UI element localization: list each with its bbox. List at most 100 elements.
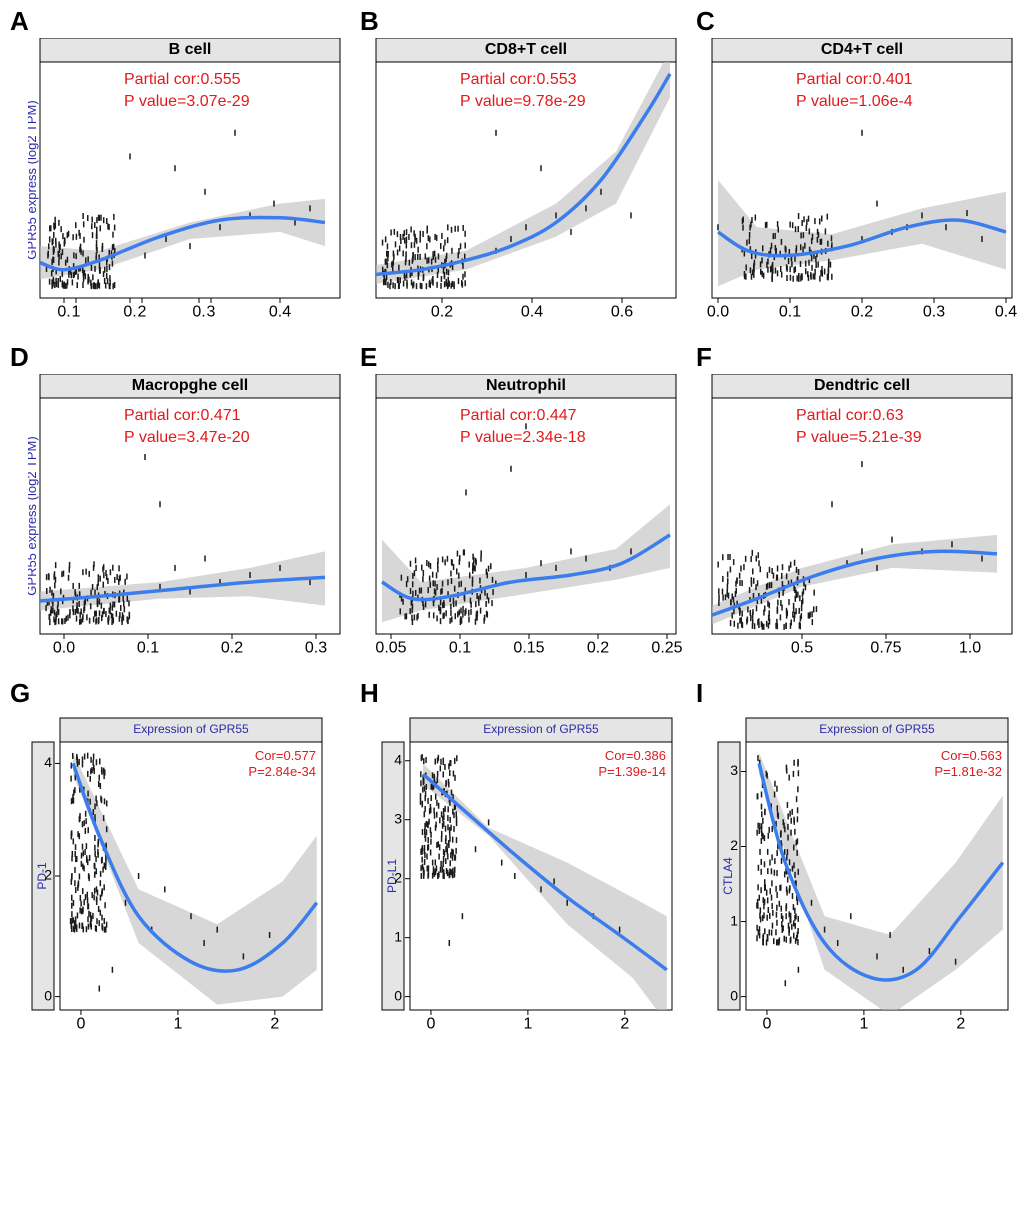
svg-text:0.: 0.	[123, 303, 136, 320]
svg-text:0.0: 0.0	[707, 303, 729, 320]
svg-text:4: 4	[44, 754, 52, 770]
svg-text:0.3: 0.3	[305, 639, 327, 656]
panel-letter: B	[360, 6, 379, 37]
svg-text:2: 2	[270, 1015, 279, 1032]
panel-title: Macropghe cell	[132, 377, 248, 394]
panel-letter: I	[696, 678, 703, 709]
svg-text:1: 1	[730, 912, 738, 928]
svg-text:0.2: 0.2	[431, 303, 453, 320]
svg-text:3: 3	[730, 762, 738, 778]
svg-text:0.2: 0.2	[587, 639, 609, 656]
cor-label: Cor=0.577	[255, 748, 316, 763]
x-strip-label: Expression of GPR55	[483, 722, 599, 736]
svg-text:0.05: 0.05	[375, 639, 406, 656]
svg-text:0.3: 0.3	[923, 303, 945, 320]
svg-text:1.0: 1.0	[959, 639, 981, 656]
svg-text:0: 0	[44, 987, 52, 1003]
y-axis-label: GPR55 express (log2 TPM)	[28, 436, 39, 595]
panel-letter: C	[696, 6, 715, 37]
svg-text:0.: 0.	[57, 303, 70, 320]
pval-label: P value=3.07e-29	[124, 93, 250, 110]
svg-text:1: 1	[72, 303, 81, 320]
svg-text:2: 2	[956, 1015, 965, 1032]
x-strip-label: Expression of GPR55	[819, 722, 935, 736]
scatter-chart: Expression of GPR55 CTLA4 Cor=0.563 P=1.…	[696, 710, 1016, 1050]
panel-D: D Macropghe cell Partial cor:0.471 P val…	[10, 346, 348, 674]
svg-text:0: 0	[427, 1015, 436, 1032]
pval-label: P=1.39e-14	[598, 764, 666, 779]
pval-label: P value=3.47e-20	[124, 429, 250, 446]
svg-text:2: 2	[730, 837, 738, 853]
svg-text:0.4: 0.4	[269, 303, 291, 320]
panel-letter: G	[10, 678, 30, 709]
svg-text:0: 0	[77, 1015, 86, 1032]
scatter-chart: Expression of GPR55 PD-L1 Cor=0.386 P=1.…	[360, 710, 680, 1050]
svg-text:0.4: 0.4	[521, 303, 543, 320]
svg-text:2: 2	[394, 869, 402, 885]
svg-text:0.0: 0.0	[53, 639, 75, 656]
scatter-chart: Expression of GPR55 PD-1 Cor=0.577 P=2.8…	[10, 710, 330, 1050]
panel-letter: E	[360, 342, 377, 373]
svg-text:0.75: 0.75	[870, 639, 901, 656]
pval-label: P value=2.34e-18	[460, 429, 586, 446]
panel-letter: F	[696, 342, 712, 373]
svg-text:2: 2	[138, 303, 147, 320]
svg-text:1: 1	[523, 1015, 532, 1032]
panel-G: G Expression of GPR55 PD-1 Cor=0.577 P=2…	[10, 682, 348, 1050]
svg-text:0.25: 0.25	[651, 639, 682, 656]
scatter-chart: Neutrophil Partial cor:0.447 P value=2.3…	[364, 374, 684, 674]
svg-text:0.15: 0.15	[513, 639, 544, 656]
panel-I: I Expression of GPR55 CTLA4 Cor=0.563 P=…	[696, 682, 1020, 1050]
svg-text:0.4: 0.4	[995, 303, 1017, 320]
panel-H: H Expression of GPR55 PD-L1 Cor=0.386 P=…	[360, 682, 684, 1050]
scatter-chart: Macropghe cell Partial cor:0.471 P value…	[28, 374, 348, 674]
svg-text:2: 2	[620, 1015, 629, 1032]
pval-label: P=2.84e-34	[248, 764, 316, 779]
scatter-chart: CD8+T cell Partial cor:0.553 P value=9.7…	[364, 38, 684, 338]
cor-label: Partial cor:0.401	[796, 71, 913, 88]
panel-title: B cell	[169, 41, 212, 58]
x-strip-label: Expression of GPR55	[133, 722, 249, 736]
cor-label: Partial cor:0.471	[124, 407, 241, 424]
panel-A: A B cell Partial cor:0.555 P value=3.07e…	[10, 10, 348, 338]
cor-label: Partial cor:0.447	[460, 407, 577, 424]
svg-text:3: 3	[394, 810, 402, 826]
svg-text:0: 0	[763, 1015, 772, 1032]
panel-F: F Dendtric cell Partial cor:0.63 P value…	[696, 346, 1020, 674]
panel-E: E Neutrophil Partial cor:0.447 P value=2…	[360, 346, 684, 674]
svg-text:0.5: 0.5	[791, 639, 813, 656]
cor-label: Partial cor:0.553	[460, 71, 577, 88]
pval-label: P=1.81e-32	[934, 764, 1002, 779]
panel-letter: D	[10, 342, 29, 373]
svg-text:0.6: 0.6	[611, 303, 633, 320]
panel-letter: H	[360, 678, 379, 709]
svg-text:0.1: 0.1	[449, 639, 471, 656]
pval-label: P value=5.21e-39	[796, 429, 922, 446]
svg-text:0: 0	[394, 987, 402, 1003]
y-axis-label: GPR55 express (log2 TPM)	[28, 100, 39, 259]
panel-B: B CD8+T cell Partial cor:0.553 P value=9…	[360, 10, 684, 338]
cor-label: Cor=0.563	[941, 748, 1002, 763]
cor-label: Partial cor:0.555	[124, 71, 241, 88]
panel-title: Neutrophil	[486, 377, 566, 394]
svg-text:0.: 0.	[192, 303, 205, 320]
panel-title: CD4+T cell	[821, 41, 903, 58]
svg-text:0.1: 0.1	[779, 303, 801, 320]
y-strip-label: CTLA4	[721, 857, 735, 895]
svg-text:2: 2	[44, 867, 52, 883]
svg-text:1: 1	[394, 928, 402, 944]
panel-title: CD8+T cell	[485, 41, 567, 58]
panel-letter: A	[10, 6, 29, 37]
panel-title: Dendtric cell	[814, 377, 910, 394]
scatter-chart: Dendtric cell Partial cor:0.63 P value=5…	[700, 374, 1020, 674]
cor-label: Cor=0.386	[605, 748, 666, 763]
scatter-chart: CD4+T cell Partial cor:0.401 P value=1.0…	[700, 38, 1020, 338]
svg-text:1: 1	[859, 1015, 868, 1032]
pval-label: P value=1.06e-4	[796, 93, 913, 110]
svg-text:0.2: 0.2	[851, 303, 873, 320]
svg-text:0.1: 0.1	[137, 639, 159, 656]
panel-C: C CD4+T cell Partial cor:0.401 P value=1…	[696, 10, 1020, 338]
scatter-chart: B cell Partial cor:0.555 P value=3.07e-2…	[28, 38, 348, 338]
cor-label: Partial cor:0.63	[796, 407, 904, 424]
svg-text:0: 0	[730, 987, 738, 1003]
